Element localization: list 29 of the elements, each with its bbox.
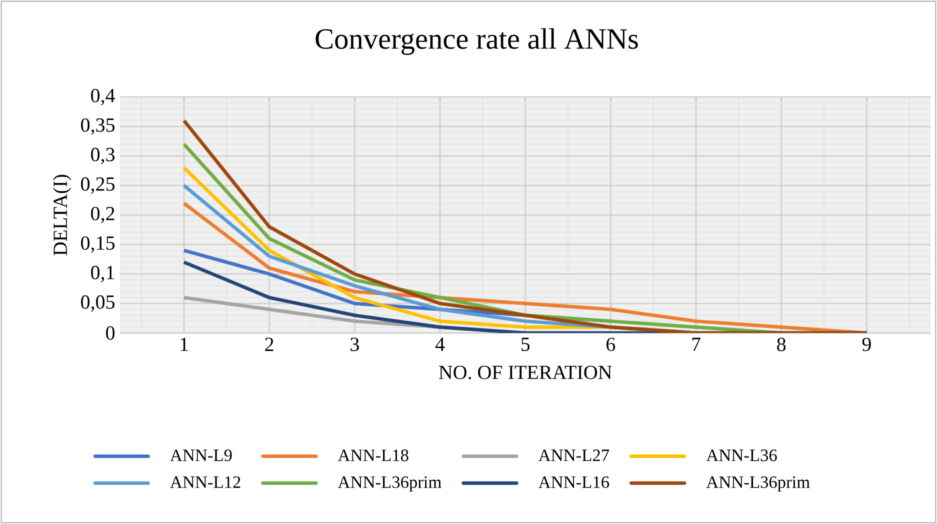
y-tick-label: 0,25: [81, 177, 115, 194]
y-tick-label: 0,2: [91, 206, 114, 224]
y-tick-label: 0,05: [81, 295, 115, 312]
x-tick-label: 1: [180, 338, 188, 351]
legend-label: ANN-L18: [338, 450, 408, 462]
x-tick-label: 7: [692, 338, 700, 351]
x-tick-label: 6: [606, 338, 616, 352]
y-tick-label: 0: [106, 326, 115, 340]
x-axis-title: NO. OF ITERATION: [438, 366, 612, 380]
x-tick-label: 8: [777, 338, 786, 352]
x-tick-label: 2: [265, 338, 274, 351]
y-axis-title: DELTA(I): [53, 174, 72, 256]
legend-label: ANN-L36: [706, 450, 777, 462]
legend-label: ANN-L36prim: [706, 476, 810, 492]
y-tick-label: 0,15: [81, 236, 115, 253]
legend-label: ANN-L9: [170, 450, 232, 462]
legend-label: ANN-L12: [170, 476, 240, 488]
y-tick-label: 0,1: [91, 266, 114, 282]
x-tick-label: 5: [522, 338, 530, 351]
y-tick-label: 0,3: [91, 148, 115, 164]
y-tick-label: 0,4: [91, 88, 115, 106]
x-tick-label: 9: [862, 338, 871, 352]
legend-label: ANN-L27: [538, 450, 610, 462]
chart-title: Convergence rate all ANNs: [316, 28, 638, 55]
x-tick-label: 4: [435, 338, 445, 351]
y-tick-label: 0,35: [81, 118, 115, 135]
x-tick-label: 3: [350, 338, 359, 352]
legend-label: ANN-L16: [538, 476, 610, 488]
legend-label: ANN-L36prim: [338, 476, 442, 492]
